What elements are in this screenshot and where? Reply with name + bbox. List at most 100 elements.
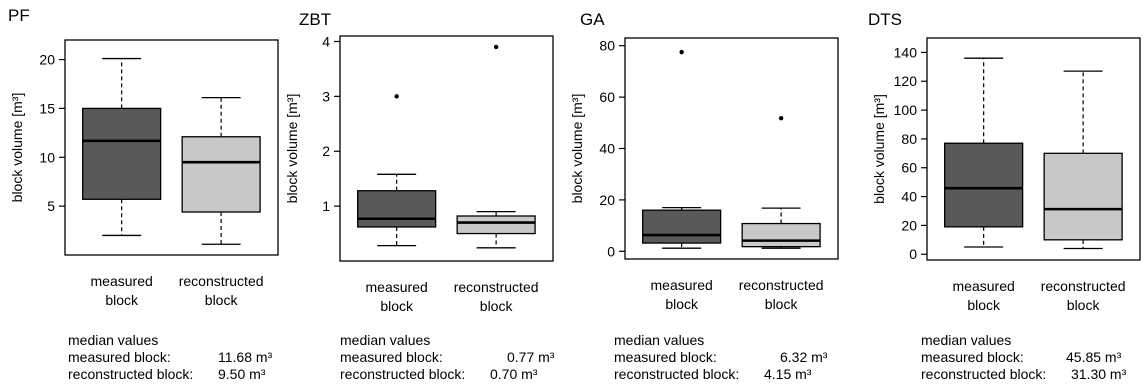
median-label-reconstructed: reconstructed block: (68, 366, 194, 382)
y-tick-label: 80 (901, 131, 917, 147)
median-label-measured: measured block: (340, 349, 443, 365)
chart-panel-zbt: ZBT 1 2 3 4 block volume [m³] measured block re… (284, 0, 574, 390)
median-values: median values measured block: 6.32 m³ re… (614, 332, 827, 383)
boxplot-dts: 0 20 40 60 80 100 120 140 block volume [m³] measu… (871, 37, 1141, 313)
median-values: median values measured block: 11.68 m³ r… (68, 332, 272, 383)
y-axis-label: block volume [m³] (284, 94, 300, 204)
y-tick-label: 80 (599, 38, 615, 54)
median-value-measured: 6.32 m³ (780, 349, 828, 365)
x-category-label: block (967, 297, 1001, 313)
median-value-reconstructed: 31.30 m³ (1071, 366, 1127, 382)
box-reconstructed-block (181, 97, 261, 245)
box-measured-block (82, 57, 162, 237)
median-heading: median values (340, 332, 431, 348)
y-tick-label: 5 (47, 198, 55, 214)
median-values: median values measured block: 45.85 m³ r… (921, 332, 1126, 383)
y-tick-label: 3 (322, 88, 330, 104)
median-value-measured: 11.68 m³ (218, 349, 273, 365)
median-label-measured: measured block: (68, 349, 171, 365)
y-tick-label: 60 (599, 89, 615, 105)
median-values: median values measured block: 0.77 m³ re… (340, 332, 554, 383)
median-value-measured: 0.77 m³ (507, 349, 555, 365)
plot-frame (64, 39, 279, 256)
y-tick-label: 2 (322, 143, 330, 159)
median-value-reconstructed: 4.15 m³ (764, 366, 812, 382)
y-tick-label: 40 (901, 189, 917, 205)
chart-title: GA (580, 10, 605, 29)
x-category-label: block (480, 298, 514, 314)
y-tick-label: 20 (901, 217, 917, 233)
box-iqr (82, 107, 162, 200)
median-heading: median values (614, 332, 705, 348)
x-category-label: reconstructed (1041, 278, 1126, 294)
median-label-reconstructed: reconstructed block: (340, 366, 466, 382)
outlier-point (778, 115, 784, 121)
chart-panel-pf: PF 5 10 15 20 block volume [m³] measured block… (0, 0, 287, 390)
x-category-label: measured (651, 277, 713, 293)
chart-title: ZBT (299, 10, 332, 29)
box-iqr (642, 209, 722, 244)
y-axis-label: block volume [m³] (569, 94, 585, 204)
median-value-reconstructed: 9.50 m³ (218, 366, 266, 382)
box-iqr (1043, 152, 1123, 241)
box-iqr (357, 190, 437, 228)
boxplot-zbt: 1 2 3 4 block volume [m³] measured block recons… (284, 33, 554, 314)
x-category-label: block (105, 292, 139, 308)
y-tick-label: 60 (901, 160, 917, 176)
median-value-reconstructed: 0.70 m³ (490, 366, 538, 382)
y-tick-label: 4 (322, 33, 330, 49)
box-reconstructed-block (456, 44, 536, 249)
chart-panel-dts: DTS 0 20 40 60 80 100 120 140 block volume [m³] m… (861, 0, 1148, 390)
chart-title: PF (8, 6, 30, 25)
outlier-point (679, 49, 684, 55)
x-category-label: measured (953, 278, 1015, 294)
y-tick-label: 0 (607, 243, 615, 259)
y-tick-label: 140 (894, 44, 918, 60)
x-category-label: reconstructed (179, 273, 264, 289)
boxplot-ga: 0 20 40 60 80 block volume [m³] measured block r… (569, 37, 839, 312)
x-category-label: block (1067, 297, 1101, 313)
y-tick-label: 15 (39, 100, 55, 116)
box-measured-block (357, 94, 437, 247)
x-category-label: reconstructed (454, 279, 539, 295)
chart-title: DTS (868, 10, 902, 29)
median-label-measured: measured block: (921, 349, 1024, 365)
y-axis-label: block volume [m³] (9, 93, 25, 203)
x-category-label: block (665, 296, 699, 312)
box-iqr (944, 142, 1024, 228)
box-measured-block (944, 57, 1024, 248)
box-iqr (181, 136, 261, 213)
y-tick-label: 20 (39, 52, 55, 68)
box-iqr (456, 215, 536, 235)
y-axis-label: block volume [m³] (871, 94, 887, 204)
x-category-label: block (380, 298, 414, 314)
median-label-measured: measured block: (614, 349, 717, 365)
outlier-point (493, 44, 499, 50)
x-category-label: block (205, 292, 239, 308)
plot-frame (339, 35, 554, 262)
y-tick-label: 40 (599, 141, 615, 157)
x-category-label: measured (91, 273, 153, 289)
median-heading: median values (921, 332, 1012, 348)
box-reconstructed-block (741, 115, 821, 249)
median-label-reconstructed: reconstructed block: (921, 366, 1047, 382)
y-tick-label: 120 (894, 73, 918, 89)
y-tick-label: 20 (599, 192, 615, 208)
x-category-label: measured (366, 279, 428, 295)
median-value-measured: 45.85 m³ (1066, 349, 1122, 365)
box-iqr (741, 222, 821, 248)
chart-panel-ga: GA 0 20 40 60 80 block volume [m³] measured blo… (569, 0, 861, 390)
median-label-reconstructed: reconstructed block: (614, 366, 740, 382)
boxplot-pf: 5 10 15 20 block volume [m³] measured block rec… (9, 39, 279, 308)
plot-frame (926, 37, 1141, 261)
box-measured-block (642, 49, 722, 249)
y-tick-label: 1 (322, 198, 330, 214)
outlier-point (394, 94, 399, 99)
y-tick-label: 10 (39, 149, 55, 165)
x-category-label: reconstructed (739, 277, 824, 293)
median-heading: median values (68, 332, 159, 348)
box-reconstructed-block (1043, 70, 1123, 250)
y-tick-label: 0 (909, 246, 917, 262)
x-category-label: block (765, 296, 799, 312)
y-tick-label: 100 (894, 102, 918, 118)
